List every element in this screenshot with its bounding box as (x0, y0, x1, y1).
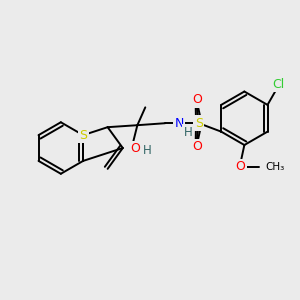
Text: CH₃: CH₃ (265, 162, 284, 172)
Text: N: N (174, 117, 184, 130)
Text: O: O (192, 140, 202, 154)
Text: H: H (184, 126, 192, 139)
Text: O: O (130, 142, 140, 155)
Text: O: O (192, 93, 202, 106)
Text: Cl: Cl (272, 78, 285, 91)
Text: H: H (143, 145, 152, 158)
Text: S: S (195, 117, 203, 130)
Text: S: S (79, 129, 87, 142)
Text: O: O (236, 160, 245, 173)
